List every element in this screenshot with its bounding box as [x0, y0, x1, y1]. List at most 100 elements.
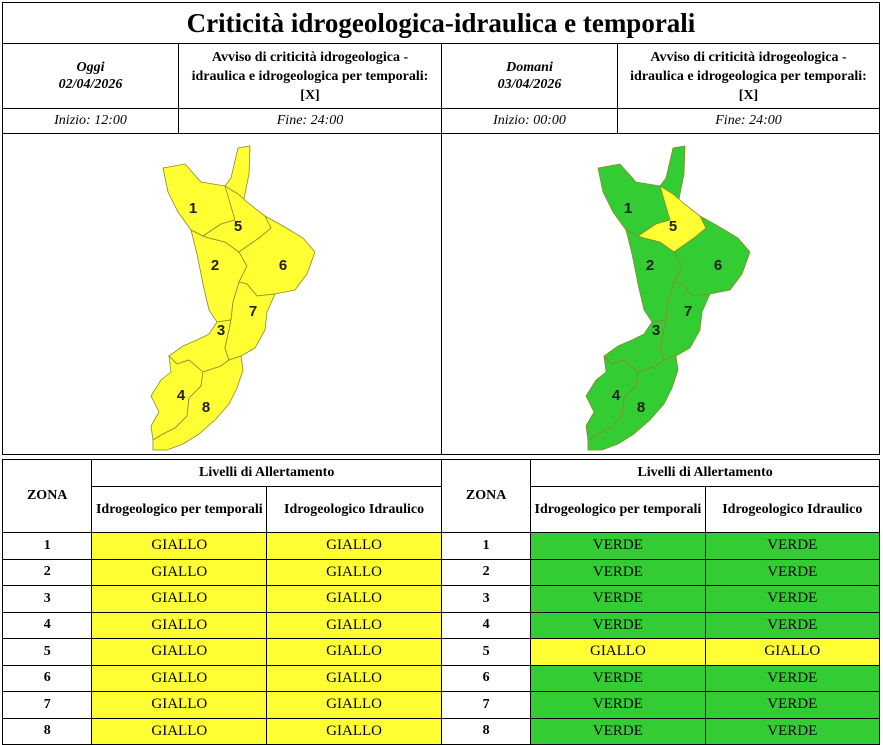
table-row: 5 GIALLO GIALLO — [440, 638, 881, 666]
table-row: 7 VERDE VERDE — [440, 691, 881, 719]
map-zone-label: 4 — [177, 387, 186, 404]
map-zone-label: 1 — [189, 200, 197, 217]
idraulico-level-cell: GIALLO — [266, 691, 442, 719]
map-zone-label: 3 — [652, 322, 660, 339]
tomorrow-end: Fine: 24:00 — [617, 108, 880, 134]
today-date: 02/04/2026 — [58, 77, 123, 92]
zona-cell: 7 — [440, 691, 532, 719]
col-idraulico-header: Idrogeologico Idraulico — [266, 486, 442, 533]
zona-cell: 2 — [1, 558, 93, 586]
zona-cell: 4 — [1, 611, 93, 639]
map-zone-1 — [597, 145, 686, 237]
tomorrow-map-zones: 1 2 3 4 5 6 7 8 — [585, 145, 751, 451]
zona-cell: 5 — [440, 638, 532, 666]
idraulico-level-cell: VERDE — [704, 664, 881, 692]
levels-header: Livelli di Allertamento — [91, 459, 442, 487]
temporali-level-cell: GIALLO — [91, 585, 268, 613]
temporali-level-cell: GIALLO — [91, 611, 268, 639]
zona-cell: 4 — [440, 611, 532, 639]
temporali-level-cell: GIALLO — [91, 558, 268, 586]
today-label: Oggi — [76, 60, 105, 75]
table-row: 8 VERDE VERDE — [440, 717, 881, 745]
temporali-level-cell: VERDE — [530, 611, 706, 639]
map-zone-label: 6 — [279, 257, 287, 274]
idraulico-level-cell: GIALLO — [266, 638, 442, 666]
temporali-level-cell: GIALLO — [530, 638, 706, 666]
temporali-level-cell: GIALLO — [91, 691, 268, 719]
map-zone-label: 7 — [249, 303, 257, 320]
map-zone-label: 4 — [612, 387, 621, 404]
today-notice: Avviso di criticità idrogeologica - idra… — [178, 43, 442, 109]
idraulico-level-cell: GIALLO — [266, 611, 442, 639]
idraulico-level-cell: VERDE — [704, 532, 881, 560]
idraulico-level-cell: VERDE — [704, 558, 881, 586]
table-row: 2 VERDE VERDE — [440, 558, 881, 586]
map-zone-label: 8 — [637, 399, 645, 416]
map-zone-7 — [659, 281, 711, 361]
map-zone-label: 8 — [202, 399, 210, 416]
col-temporali-header: Idrogeologico per temporali — [91, 486, 268, 533]
zona-cell: 1 — [440, 532, 532, 560]
today-date-cell: Oggi 02/04/2026 — [2, 43, 179, 109]
temporali-level-cell: VERDE — [530, 532, 706, 560]
idraulico-level-cell: VERDE — [704, 611, 881, 639]
table-row: 7 GIALLO GIALLO — [1, 691, 442, 719]
table-row: 4 GIALLO GIALLO — [1, 611, 442, 639]
map-zone-label: 3 — [217, 322, 225, 339]
temporali-level-cell: VERDE — [530, 585, 706, 613]
table-row: 8 GIALLO GIALLO — [1, 717, 442, 745]
tomorrow-rows: 1 VERDE VERDE 2 VERDE VERDE 3 VERDE VERDE 4 VERDE V… — [440, 532, 881, 745]
map-zone-8 — [152, 355, 244, 451]
today-map-zones: 1 2 3 4 5 6 7 8 — [150, 145, 316, 451]
today-map-svg: 1 2 3 4 5 6 7 8 — [150, 145, 316, 451]
idraulico-level-cell: VERDE — [704, 585, 881, 613]
temporali-level-cell: GIALLO — [91, 717, 268, 745]
temporali-level-cell: VERDE — [530, 558, 706, 586]
zona-cell: 8 — [1, 717, 93, 745]
temporali-level-cell: GIALLO — [91, 638, 268, 666]
temporali-level-cell: VERDE — [530, 691, 706, 719]
temporali-level-cell: VERDE — [530, 664, 706, 692]
tomorrow-label: Domani — [506, 60, 553, 75]
bulletin-title: Criticità idrogeologica-idraulica e temp… — [2, 2, 880, 44]
tomorrow-date: 03/04/2026 — [497, 77, 562, 92]
zona-cell: 6 — [440, 664, 532, 692]
zona-header: ZONA — [440, 459, 532, 533]
table-row: 3 VERDE VERDE — [440, 585, 881, 613]
levels-header: Livelli di Allertamento — [530, 459, 880, 487]
map-zone-label: 5 — [234, 218, 242, 235]
today-map: 1 2 3 4 5 6 7 8 — [2, 133, 442, 455]
tomorrow-map: 1 2 3 4 5 6 7 8 — [441, 133, 880, 455]
idraulico-level-cell: GIALLO — [266, 532, 442, 560]
tomorrow-map-svg: 1 2 3 4 5 6 7 8 — [585, 145, 751, 451]
zona-header: ZONA — [1, 459, 93, 533]
table-row: 1 VERDE VERDE — [440, 532, 881, 560]
idraulico-level-cell: GIALLO — [266, 585, 442, 613]
idraulico-level-cell: GIALLO — [266, 717, 442, 745]
today-rows: 1 GIALLO GIALLO 2 GIALLO GIALLO 3 GIALLO GIALLO 4… — [1, 532, 442, 745]
temporali-level-cell: GIALLO — [91, 532, 268, 560]
tomorrow-start: Inizio: 00:00 — [441, 108, 618, 134]
tomorrow-notice: Avviso di criticità idrogeologica - idra… — [617, 43, 880, 109]
table-row: 6 VERDE VERDE — [440, 664, 881, 692]
tomorrow-levels-table: ZONA Livelli di Allertamento Idrogeologi… — [440, 459, 881, 745]
map-zone-1 — [162, 145, 251, 237]
map-zone-label: 7 — [684, 303, 692, 320]
idraulico-level-cell: VERDE — [704, 717, 881, 745]
table-row: 3 GIALLO GIALLO — [1, 585, 442, 613]
zona-cell: 7 — [1, 691, 93, 719]
table-row: 4 VERDE VERDE — [440, 611, 881, 639]
col-temporali-header: Idrogeologico per temporali — [530, 486, 706, 533]
zona-cell: 3 — [440, 585, 532, 613]
zona-cell: 2 — [440, 558, 532, 586]
col-idraulico-header: Idrogeologico Idraulico — [704, 486, 881, 533]
map-zone-label: 6 — [714, 257, 722, 274]
map-zone-8 — [587, 355, 679, 451]
today-end: Fine: 24:00 — [178, 108, 442, 134]
map-zone-label: 1 — [624, 200, 632, 217]
zona-cell: 8 — [440, 717, 532, 745]
temporali-level-cell: GIALLO — [91, 664, 268, 692]
map-zone-label: 2 — [211, 257, 219, 274]
map-zone-label: 2 — [646, 257, 654, 274]
